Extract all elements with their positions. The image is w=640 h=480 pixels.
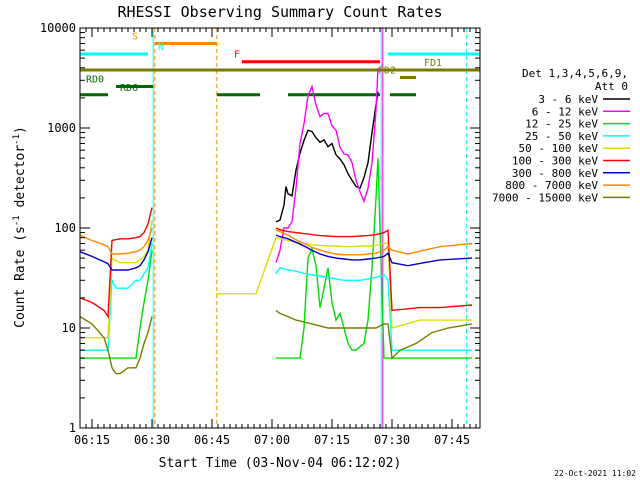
y-tick-label: 10: [62, 321, 76, 335]
legend-label-4: 25 - 50 keV: [525, 130, 598, 143]
series-line-1: [275, 91, 379, 223]
legend-label-3: 12 - 25 keV: [525, 118, 598, 131]
series-lines: [79, 67, 473, 375]
x-tick-label: 07:30: [374, 433, 410, 447]
flag-label-f: F: [234, 50, 240, 61]
legend-header-attenuator: Att 0: [595, 80, 628, 93]
legend-header-detectors: Det 1,3,4,5,6,9,: [522, 67, 628, 80]
x-tick-label: 06:45: [194, 433, 230, 447]
series-line-5: [80, 220, 472, 339]
series-line-3: [80, 158, 472, 359]
legend-label-1: 3 - 6 keV: [538, 93, 598, 106]
legend-label-2: 6 - 12 keV: [532, 105, 599, 118]
plot-area: [152, 28, 467, 428]
axes: 06:15 06:30 06:45 07:00 07:15 07:30 07:45 1 10 10…: [40, 21, 481, 447]
x-tick-label: 06:30: [134, 433, 170, 447]
x-tick-label: 07:15: [314, 433, 350, 447]
footer-date: 22-Oct-2021 11:02: [554, 469, 636, 478]
y-axis-label: Count Rate (s-1 detector-1): [12, 126, 28, 328]
series-line-7: [79, 234, 473, 271]
y-tick-label: 10000: [40, 21, 76, 35]
legend-label-7: 300 - 800 keV: [512, 167, 598, 180]
x-tick-label: 06:15: [74, 433, 110, 447]
flag-label-fd2: FD2: [378, 65, 396, 76]
flag-label-n: N: [158, 42, 164, 53]
series-line-8: [79, 227, 473, 256]
series-line-2: [275, 67, 379, 263]
x-tick-label: 07:45: [434, 433, 470, 447]
series-line-4: [80, 243, 472, 351]
legend-label-8: 800 - 7000 keV: [505, 179, 598, 192]
x-tick-label: 07:00: [254, 433, 290, 447]
flag-label-s: S: [132, 31, 138, 42]
legend-label-6: 100 - 300 keV: [512, 155, 598, 168]
legend-label-5: 50 - 100 keV: [519, 142, 599, 155]
y-tick-label: 100: [54, 221, 76, 235]
chart-title: RHESSI Observing Summary Count Rates: [117, 3, 442, 21]
flag-label-rd0: RD0: [86, 75, 104, 86]
legend-label-9: 7000 - 15000 keV: [492, 191, 598, 204]
series-line-9: [79, 309, 473, 375]
series-line-6: [79, 207, 473, 319]
y-tick-label: 1000: [47, 121, 76, 135]
flag-bars: S N F FD1 FD2 RD0 RD6: [80, 31, 480, 97]
x-axis-label: Start Time (03-Nov-04 06:12:02): [159, 456, 402, 471]
flag-label-fd1: FD1: [424, 58, 442, 69]
y-tick-label: 1: [69, 421, 76, 435]
flag-label-rd6: RD6: [120, 83, 138, 94]
